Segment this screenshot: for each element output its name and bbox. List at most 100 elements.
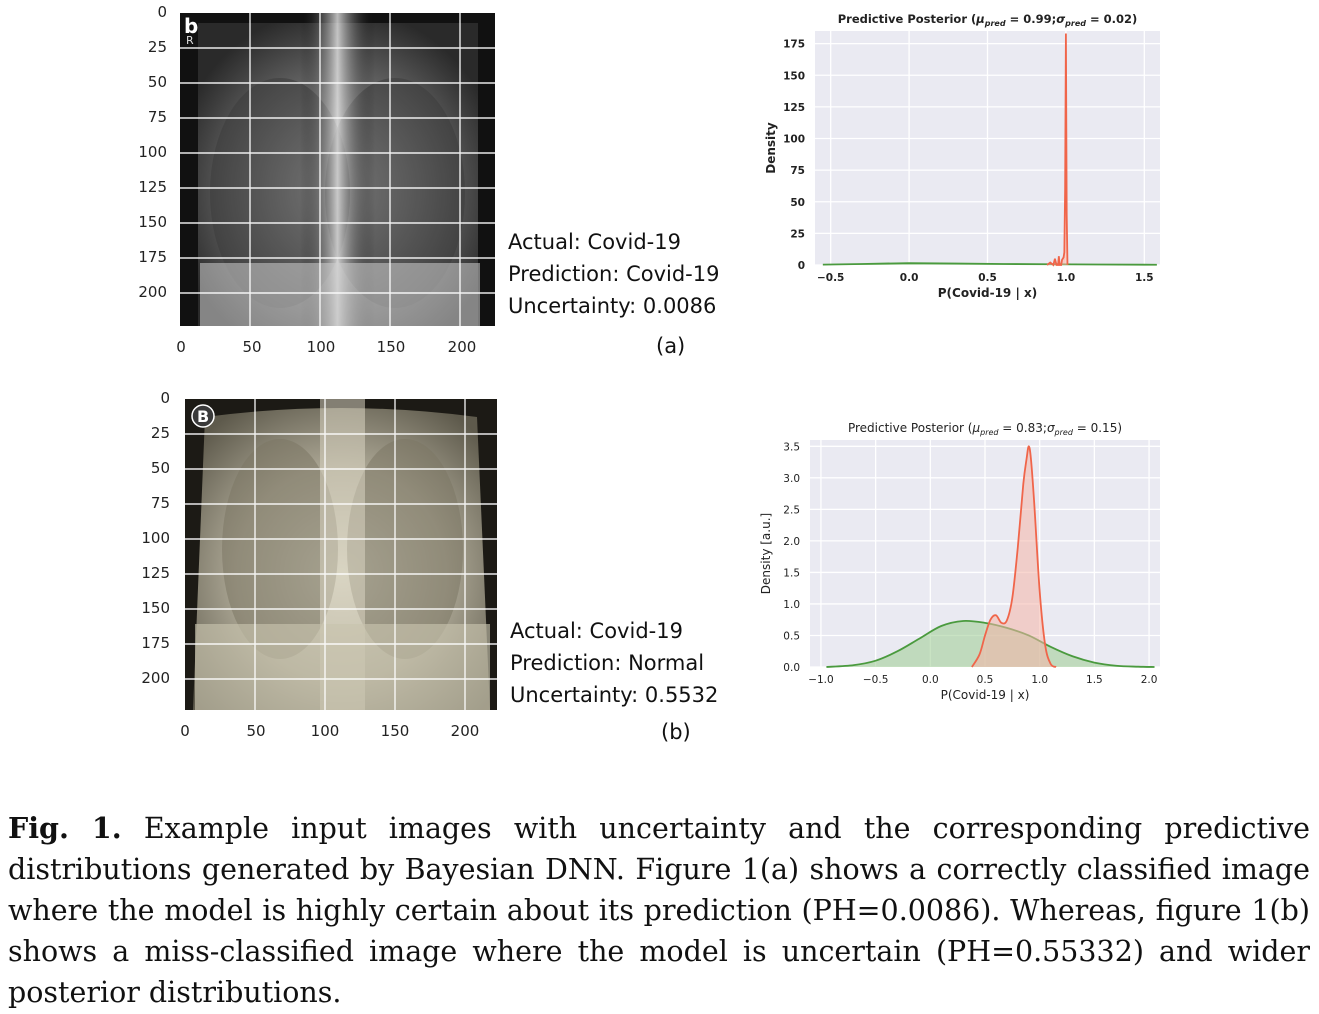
series-area-1 [1047, 33, 1068, 266]
image-corner-letter: B [197, 407, 209, 426]
y-tick-label: 150 [141, 599, 170, 617]
chart-title-part: pred [979, 428, 999, 437]
y-tick-label: 175 [783, 39, 805, 51]
chart-title-part: = 0.83; [998, 421, 1046, 435]
y-tick-label: 0.5 [783, 630, 800, 642]
y-tick-label: 50 [150, 459, 170, 477]
caption-label: Fig. 1. [8, 811, 122, 845]
image-corner-letter: b [184, 14, 198, 38]
y-tick-label: 200 [141, 669, 170, 687]
x-tick-label: 200 [447, 338, 477, 356]
uncertainty-label: Uncertainty: 0.5532 [510, 683, 719, 707]
x-tick-label: 200 [450, 722, 480, 740]
x-tick-label: −0.5 [863, 674, 889, 686]
y-tick-label: 125 [783, 102, 805, 114]
series-line-0 [822, 262, 1157, 266]
x-tick-label: 0.0 [900, 272, 919, 284]
x-tick-label: 0.5 [977, 674, 994, 686]
x-tick-label: 0.5 [978, 272, 997, 284]
actual-label: Actual: Covid-19 [508, 230, 681, 254]
x-tick-label: 1.0 [1031, 674, 1048, 686]
chart-title-part: pred [984, 19, 1006, 28]
y-tick-label: 175 [141, 634, 170, 652]
y-tick-label: 0 [798, 260, 805, 272]
chart-title-part: Predictive Posterior ( [848, 421, 973, 435]
y-axis-label: Density [a.u.] [759, 513, 773, 594]
y-tick-label: 1.0 [783, 599, 800, 611]
y-tick-label: 50 [147, 73, 167, 91]
x-tick-label: 100 [310, 722, 340, 740]
y-tick-label: 25 [147, 38, 167, 56]
x-tick-label: 1.5 [1086, 674, 1103, 686]
series-line-1 [971, 445, 1057, 668]
subfigure-label-b: (b) [661, 720, 691, 744]
y-tick-label: 100 [783, 134, 805, 146]
posterior-chart-a: Predictive Posterior (μpred = 0.99;σpred… [764, 12, 1160, 300]
x-tick-label: 150 [376, 338, 406, 356]
y-tick-label: 100 [138, 143, 167, 161]
info-block-b: Actual: Covid-19 Prediction: Normal Unce… [510, 615, 718, 711]
y-tick-label: 3.5 [783, 441, 800, 453]
x-tick-label: 100 [306, 338, 336, 356]
image-corner-mark: R [186, 34, 194, 47]
y-tick-label: 75 [147, 108, 167, 126]
posterior-chart-b: Predictive Posterior (μpred = 0.83;σpred… [759, 421, 1160, 702]
x-axis-label: P(Covid-19 | x) [941, 688, 1030, 702]
chart-title-part: Predictive Posterior ( [838, 12, 977, 26]
x-tick-label: 0.0 [922, 674, 939, 686]
y-tick-label: 150 [138, 213, 167, 231]
figure-caption: Fig. 1. Example input images with uncert… [8, 808, 1310, 1013]
x-tick-label: 2.0 [1141, 674, 1158, 686]
info-block-a: Actual: Covid-19 Prediction: Covid-19 Un… [508, 226, 719, 322]
y-tick-label: 0 [160, 389, 170, 407]
prediction-label: Prediction: Covid-19 [508, 262, 720, 286]
uncertainty-label: Uncertainty: 0.0086 [508, 294, 717, 318]
x-tick-label: 150 [380, 722, 410, 740]
chart-title-part: = 0.15) [1073, 421, 1122, 435]
xray-image-b: B [185, 399, 497, 710]
y-tick-label: 0 [157, 3, 167, 21]
y-tick-label: 2.5 [783, 504, 800, 516]
x-tick-label: 0 [180, 722, 190, 740]
chart-title: Predictive Posterior (μpred = 0.99;σpred… [838, 12, 1138, 28]
y-tick-label: 200 [138, 283, 167, 301]
y-tick-label: 0.0 [783, 662, 800, 674]
y-tick-label: 3.0 [783, 473, 800, 485]
y-tick-label: 125 [138, 178, 167, 196]
chart-title-part: μ [971, 421, 980, 435]
chart-title-part: σ [1047, 421, 1055, 435]
series-area-1 [971, 446, 1057, 667]
y-tick-label: 150 [783, 70, 805, 82]
y-tick-label: 25 [150, 424, 170, 442]
chart-title-part: = 0.99; [1006, 12, 1057, 26]
caption-text: Example input images with uncertainty an… [8, 812, 1310, 1009]
x-tick-label: −0.5 [817, 272, 844, 284]
x-tick-label: 50 [242, 338, 262, 356]
subfigure-label-a: (a) [656, 334, 686, 358]
x-axis-label: P(Covid-19 | x) [938, 286, 1038, 300]
image-grid-b [185, 399, 497, 710]
chart-title-part: = 0.02) [1086, 12, 1137, 26]
y-tick-label: 125 [141, 564, 170, 582]
prediction-label: Prediction: Normal [510, 651, 705, 675]
y-tick-label: 2.0 [783, 536, 800, 548]
chart-title-part: σ [1056, 12, 1065, 26]
x-tick-label: 0 [176, 338, 186, 356]
series-line-1 [1046, 33, 1069, 267]
y-tick-label: 25 [790, 228, 805, 240]
x-tick-label: 1.0 [1057, 272, 1076, 284]
chart-title: Predictive Posterior (μpred = 0.83;σpred… [848, 421, 1122, 437]
y-tick-label: 50 [790, 197, 805, 209]
chart-title-part: μ [975, 12, 984, 26]
chart-title-part: pred [1064, 19, 1086, 28]
x-tick-label: 1.5 [1135, 272, 1154, 284]
xray-image-a: b R [180, 13, 495, 326]
y-tick-label: 175 [138, 248, 167, 266]
x-tick-label: −1.0 [808, 674, 834, 686]
chart-title-part: pred [1054, 428, 1074, 437]
image-grid-a [180, 13, 495, 326]
actual-label: Actual: Covid-19 [510, 619, 683, 643]
y-axis-label: Density [764, 122, 778, 174]
y-tick-label: 100 [141, 529, 170, 547]
y-tick-label: 75 [150, 494, 170, 512]
